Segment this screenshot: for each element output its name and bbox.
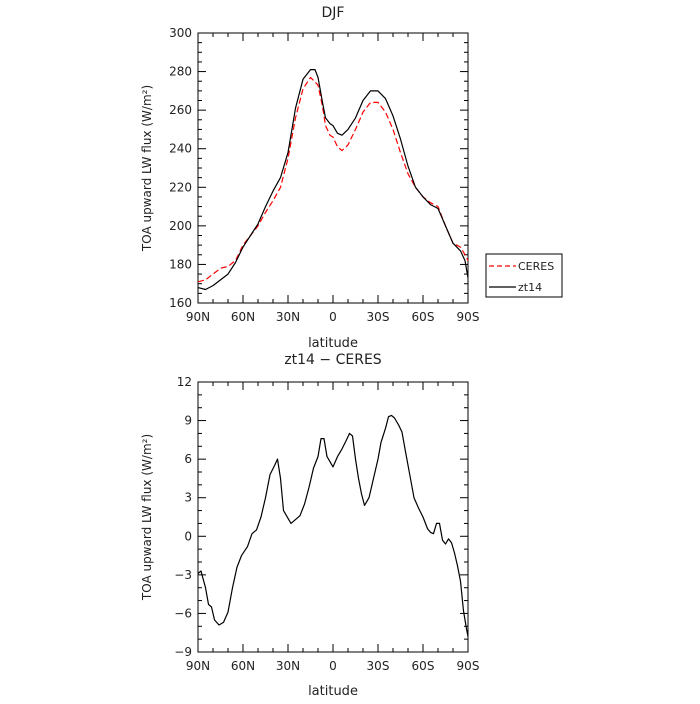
bottom-panel-x-tick-label: 90N <box>186 659 210 673</box>
bottom-panel-y-tick-label: 9 <box>184 414 192 428</box>
bottom-panel-x-axis-label: latitude <box>308 684 358 699</box>
top-panel-y-tick-label: 240 <box>169 142 192 156</box>
bottom-panel-x-tick-label: 30N <box>276 659 300 673</box>
top-panel-y-tick-label: 220 <box>169 180 192 194</box>
top-panel-y-tick-label: 160 <box>169 296 192 310</box>
bottom-panel-y-tick-label: 0 <box>184 529 192 543</box>
top-panel-y-tick-label: 180 <box>169 257 192 271</box>
bottom-panel-frame <box>197 381 469 653</box>
top-panel-x-tick-label: 60S <box>412 310 435 324</box>
top-panel-y-tick-label: 200 <box>169 219 192 233</box>
top-panel-series-zt14 <box>197 68 469 291</box>
top-panel-x-tick-label: 30N <box>276 310 300 324</box>
bottom-panel-x-tick-label: 0 <box>329 659 337 673</box>
bottom-panel-x-tick-label: 60S <box>412 659 435 673</box>
bottom-panel-x-tick-label: 30S <box>367 659 390 673</box>
bottom-panel-y-tick-label: 12 <box>177 375 192 389</box>
top-panel-title: DJF <box>322 5 345 21</box>
top-panel-y-tick-label: 280 <box>169 65 192 79</box>
bottom-panel-x-tick-label: 90S <box>457 659 480 673</box>
top-panel-x-axis-label: latitude <box>308 336 358 351</box>
bottom-panel-y-axis-label: TOA upward LW flux (W/m²) <box>140 434 154 601</box>
top-panel-y-axis-label: TOA upward LW flux (W/m²) <box>140 85 154 252</box>
legend-label-ceres: CERES <box>518 260 554 273</box>
top-panel-x-tick-label: 90N <box>186 310 210 324</box>
bottom-panel-y-tick-label: −6 <box>174 606 192 620</box>
legend-frame <box>485 253 563 298</box>
top-panel-frame <box>197 32 469 304</box>
top-panel-series-ceres <box>197 76 469 283</box>
legend-label-zt14: zt14 <box>518 281 542 294</box>
bottom-panel-y-tick-label: −3 <box>174 568 192 582</box>
bottom-panel-x-tick-label: 60N <box>231 659 255 673</box>
bottom-panel-title: zt14 − CERES <box>284 352 381 368</box>
top-panel: DJF latitude TOA upward LW flux (W/m²) 9… <box>140 5 479 351</box>
top-panel-x-tick-label: 30S <box>367 310 390 324</box>
bottom-panel-y-tick-label: −9 <box>174 645 192 659</box>
top-panel-x-tick-label: 90S <box>457 310 480 324</box>
top-panel-y-tick-label: 260 <box>169 103 192 117</box>
top-panel-y-tick-label: 300 <box>169 26 192 40</box>
bottom-panel-y-tick-label: 6 <box>184 452 192 466</box>
bottom-panel-series-difference <box>197 414 469 637</box>
bottom-panel-y-tick-label: 3 <box>184 491 192 505</box>
legend: CERES zt14 <box>485 253 563 298</box>
top-panel-x-tick-label: 60N <box>231 310 255 324</box>
top-panel-x-tick-label: 0 <box>329 310 337 324</box>
bottom-panel: zt14 − CERES latitude TOA upward LW flux… <box>140 352 479 699</box>
